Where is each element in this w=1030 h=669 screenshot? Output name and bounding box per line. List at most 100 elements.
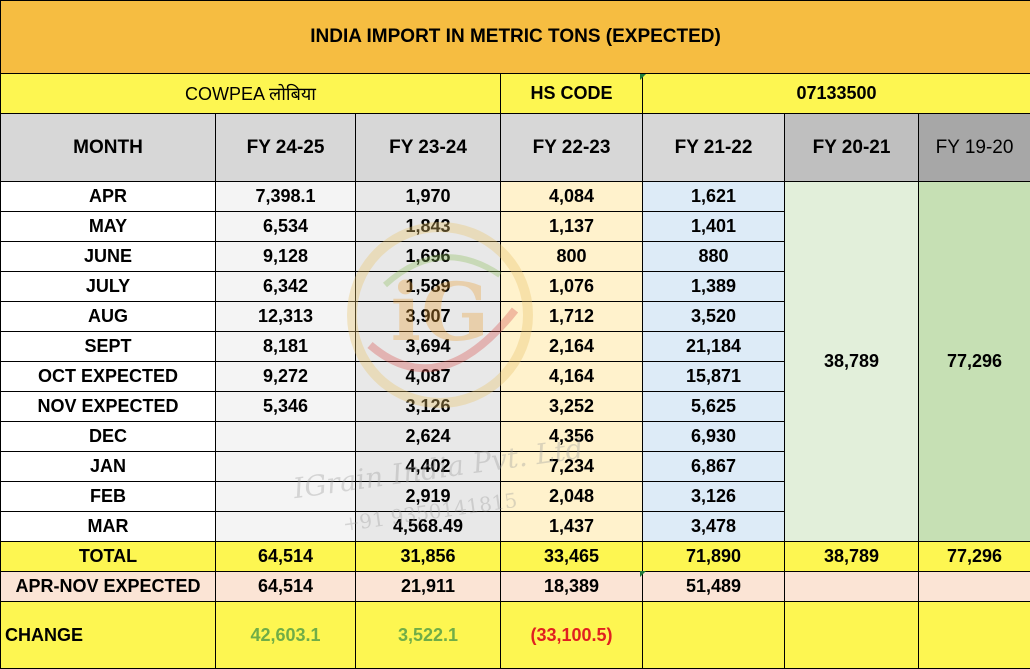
fy2324-cell: 2,624	[355, 421, 501, 452]
fy2021-annual-cell: 38,789	[784, 181, 919, 542]
fy2324-cell: 4,402	[355, 451, 501, 482]
fy2324-cell: 1,970	[355, 181, 501, 212]
fy2223-cell: 1,712	[500, 301, 643, 332]
month-cell: OCT EXPECTED	[0, 361, 216, 392]
fy2425-cell: 5,346	[215, 391, 356, 422]
hs-code-label: HS CODE	[500, 73, 643, 114]
change-fy2122	[642, 601, 785, 669]
month-cell: APR	[0, 181, 216, 212]
header-fy2223: FY 22-23	[500, 113, 643, 182]
month-cell: SEPT	[0, 331, 216, 362]
fy2223-cell: 2,048	[500, 481, 643, 512]
fy2122-cell: 880	[642, 241, 785, 272]
fy2324-cell: 1,696	[355, 241, 501, 272]
fy2324-cell: 2,919	[355, 481, 501, 512]
fy2122-cell: 1,621	[642, 181, 785, 212]
hs-code-value: 07133500	[641, 73, 1030, 114]
fy2223-cell: 4,164	[500, 361, 643, 392]
table-row: FEB 2,919 2,048 3,126	[0, 481, 1030, 512]
fy2324-cell: 4,087	[355, 361, 501, 392]
fy2223-cell: 1,437	[500, 511, 643, 542]
change-row: CHANGE 42,603.1 3,522.1 (33,100.5)	[0, 601, 1030, 669]
fy2425-cell: 9,128	[215, 241, 356, 272]
fy2425-cell: 6,534	[215, 211, 356, 242]
total-fy2122: 71,890	[642, 541, 785, 572]
header-fy2021: FY 20-21	[784, 113, 919, 182]
table-row: JUNE 9,128 1,696 800 880	[0, 241, 1030, 272]
title-row: INDIA IMPORT IN METRIC TONS (EXPECTED)	[0, 0, 1030, 74]
apr-nov-fy2324: 21,911	[355, 571, 501, 602]
fy2324-cell: 3,694	[355, 331, 501, 362]
table-title: INDIA IMPORT IN METRIC TONS (EXPECTED)	[0, 0, 1030, 74]
apr-nov-fy2425: 64,514	[215, 571, 356, 602]
fy2223-cell: 1,137	[500, 211, 643, 242]
header-fy1920: FY 19-20	[917, 113, 1030, 182]
fy2425-cell	[215, 481, 356, 512]
table-row: AUG 12,313 3,907 1,712 3,520	[0, 301, 1030, 332]
fy2324-cell: 4,568.49	[355, 511, 501, 542]
fy2223-cell: 800	[500, 241, 643, 272]
apr-nov-fy2021	[784, 571, 919, 602]
apr-nov-fy2223: 18,389	[500, 571, 643, 602]
month-cell: MAR	[0, 511, 216, 542]
month-cell: FEB	[0, 481, 216, 512]
header-fy2122: FY 21-22	[642, 113, 785, 182]
apr-nov-row: APR-NOV EXPECTED 64,514 21,911 18,389 51…	[0, 571, 1030, 602]
commodity-name: COWPEA लोबिया	[0, 73, 501, 114]
table-row: DEC 2,624 4,356 6,930	[0, 421, 1030, 452]
total-fy2425: 64,514	[215, 541, 356, 572]
fy2122-cell: 15,871	[642, 361, 785, 392]
table-row: MAR 4,568.49 1,437 3,478	[0, 511, 1030, 542]
change-fy2021	[784, 601, 919, 669]
month-cell: NOV EXPECTED	[0, 391, 216, 422]
info-row: COWPEA लोबिया HS CODE 07133500	[0, 73, 1030, 114]
fy2122-cell: 6,930	[642, 421, 785, 452]
fy2223-cell: 3,252	[500, 391, 643, 422]
fy2223-cell: 1,076	[500, 271, 643, 302]
total-fy2324: 31,856	[355, 541, 501, 572]
header-fy2425: FY 24-25	[215, 113, 356, 182]
change-label: CHANGE	[0, 601, 216, 669]
fy2425-cell: 8,181	[215, 331, 356, 362]
fy2223-cell: 2,164	[500, 331, 643, 362]
fy2122-cell: 3,520	[642, 301, 785, 332]
fy2122-cell: 1,401	[642, 211, 785, 242]
header-month: MONTH	[0, 113, 216, 182]
apr-nov-fy1920	[917, 571, 1030, 602]
month-cell: AUG	[0, 301, 216, 332]
fy2122-cell: 6,867	[642, 451, 785, 482]
total-fy2223: 33,465	[500, 541, 643, 572]
fy2425-cell: 9,272	[215, 361, 356, 392]
fy2324-cell: 1,589	[355, 271, 501, 302]
fy2425-cell: 7,398.1	[215, 181, 356, 212]
fy2122-cell: 3,478	[642, 511, 785, 542]
fy2324-cell: 3,907	[355, 301, 501, 332]
fy2122-cell: 3,126	[642, 481, 785, 512]
change-fy2223: (33,100.5)	[500, 601, 643, 669]
fy2425-cell	[215, 421, 356, 452]
month-cell: JUNE	[0, 241, 216, 272]
apr-nov-fy2122: 51,489	[642, 571, 785, 602]
fy2122-cell: 5,625	[642, 391, 785, 422]
month-cell: JAN	[0, 451, 216, 482]
fy1920-annual-cell: 77,296	[917, 181, 1030, 542]
header-fy2324: FY 23-24	[355, 113, 501, 182]
header-row: MONTH FY 24-25 FY 23-24 FY 22-23 FY 21-2…	[0, 113, 1030, 182]
comment-indicator	[640, 571, 646, 577]
table-row: JULY 6,342 1,589 1,076 1,389	[0, 271, 1030, 302]
fy2425-cell: 6,342	[215, 271, 356, 302]
fy2122-cell: 21,184	[642, 331, 785, 362]
table-row: APR 7,398.1 1,970 4,084 1,621 38,789 77,…	[0, 181, 1030, 542]
comment-indicator	[640, 74, 646, 80]
fy2324-cell: 3,126	[355, 391, 501, 422]
total-row: TOTAL 64,514 31,856 33,465 71,890 38,789…	[0, 541, 1030, 572]
fy2425-cell	[215, 451, 356, 482]
apr-nov-label: APR-NOV EXPECTED	[0, 571, 216, 602]
table-row: OCT EXPECTED 9,272 4,087 4,164 15,871	[0, 361, 1030, 392]
change-fy1920	[917, 601, 1030, 669]
month-cell: MAY	[0, 211, 216, 242]
fy2122-cell: 1,389	[642, 271, 785, 302]
fy2223-cell: 4,356	[500, 421, 643, 452]
